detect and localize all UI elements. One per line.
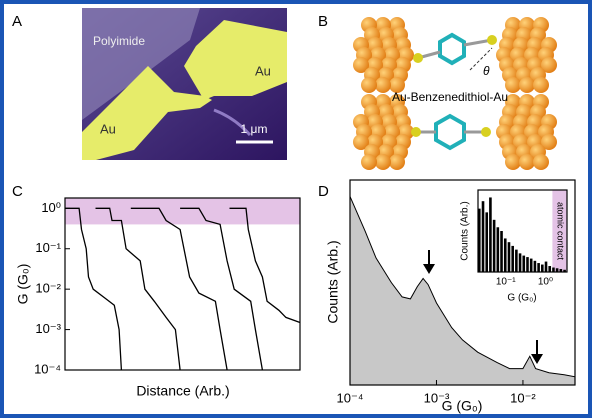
gold-atom	[361, 154, 377, 170]
histogram-bar	[519, 253, 522, 272]
y-axis-label: Counts (Arb.)	[460, 201, 471, 260]
x-axis-label: Distance (Arb.)	[136, 383, 229, 399]
panel-label: A	[12, 13, 22, 30]
histogram-bar	[500, 231, 503, 272]
panel-label: D	[318, 183, 329, 200]
gold-atom	[375, 77, 391, 93]
trace	[230, 208, 301, 322]
y-tick-label: 10⁰	[41, 200, 61, 215]
gold-atom	[519, 154, 535, 170]
caption: Au-Benzenedithiol-Au	[392, 90, 508, 104]
histogram-bar	[530, 259, 533, 272]
band-label: atomic contact	[555, 202, 565, 261]
figure: A B C D Polyimide Au Au 1 μm θ Au-Benzen…	[0, 0, 592, 418]
histogram-bar	[485, 212, 488, 272]
x-tick-label: 10⁰	[538, 277, 553, 288]
gold-atom	[505, 154, 521, 170]
y-tick-label: 10⁻²	[35, 281, 61, 296]
histogram-bar	[548, 266, 551, 272]
scale-bar-label: 1 μm	[241, 122, 268, 136]
histogram-bar	[534, 261, 537, 272]
trace	[96, 208, 181, 370]
histogram-bar	[526, 257, 529, 272]
histogram-bar	[541, 265, 544, 272]
histogram-bar	[515, 250, 518, 272]
histogram-bar	[511, 246, 514, 272]
histogram-bar	[552, 268, 555, 272]
x-axis-label: G (G₀)	[507, 293, 536, 304]
trace	[180, 208, 262, 370]
y-tick-label: 10⁻³	[35, 321, 61, 336]
electrode-label: Au	[100, 121, 116, 136]
x-tick-label: 10⁻¹	[496, 277, 516, 288]
histogram-bar	[508, 242, 511, 272]
gold-atom	[389, 154, 405, 170]
page: A B C D Polyimide Au Au 1 μm θ Au-Benzen…	[0, 0, 592, 418]
angle-label: θ	[483, 64, 490, 78]
trace	[65, 208, 121, 370]
x-axis-label: G (G₀)	[442, 398, 483, 414]
histogram-bar	[493, 220, 496, 272]
panel-label: C	[12, 183, 23, 200]
gold-atom	[375, 154, 391, 170]
micrograph	[82, 8, 287, 160]
material-label: Polyimide	[93, 34, 145, 48]
x-tick-label: 10⁻²	[510, 390, 536, 405]
gold-atom	[533, 154, 549, 170]
y-tick-label: 10⁻¹	[35, 240, 61, 255]
electrode-label: Au	[255, 63, 271, 78]
histogram-bar	[489, 197, 492, 272]
y-axis-label: Counts (Arb.)	[325, 240, 341, 323]
histogram-bar	[504, 238, 507, 272]
histogram-bar	[537, 263, 540, 272]
gold-atom	[533, 77, 549, 93]
histogram-bar	[497, 227, 500, 272]
panel-label: B	[318, 13, 328, 30]
y-axis-label: G (G₀)	[15, 264, 31, 305]
highlight-band	[65, 198, 300, 224]
histogram-bar	[522, 256, 525, 272]
gold-atom	[519, 77, 535, 93]
y-tick-label: 10⁻⁴	[34, 361, 61, 376]
x-tick-label: 10⁻⁴	[337, 390, 364, 405]
gold-atom	[361, 77, 377, 93]
histogram-bar	[482, 201, 485, 272]
